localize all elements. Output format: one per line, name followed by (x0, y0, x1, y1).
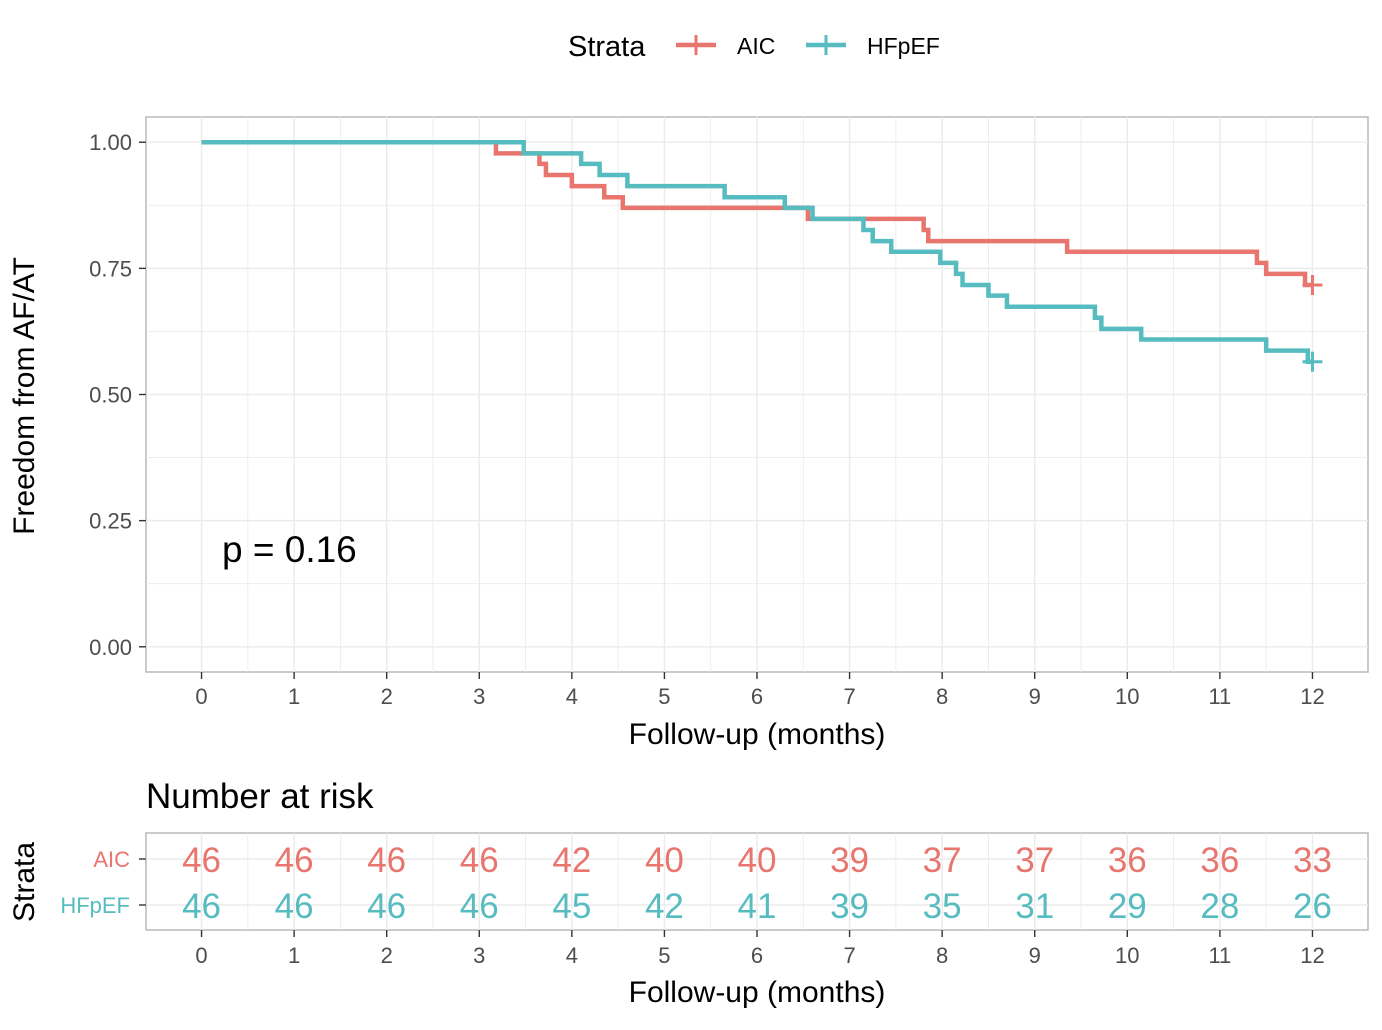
km-y-tick-label: 0.50 (89, 383, 132, 408)
risk-value-aic: 46 (367, 841, 406, 880)
risk-rows: AIC 46 46 46 46 42 40 40 39 37 37 36 36 33 HFpEF 46 46 46… (60, 841, 1332, 926)
km-x-tick-label: 11 (1208, 684, 1231, 709)
legend-items: AIC HFpEF (676, 33, 940, 59)
risk-value-hfpef: 46 (275, 887, 314, 926)
km-x-tick-label: 8 (936, 684, 948, 709)
risk-value-hfpef: 28 (1200, 887, 1239, 926)
risk-x-tick-label: 1 (288, 943, 300, 968)
censor-mark-aic (1302, 275, 1323, 296)
risk-x-tick-label: 2 (381, 943, 393, 968)
risk-x-tick-label: 7 (843, 943, 855, 968)
km-line-hfpef (201, 139, 1313, 364)
km-line-aic (201, 139, 1313, 288)
risk-table: Number at risk AIC 46 46 46 46 42 40 40 39 37 37 36… (8, 777, 1369, 1009)
km-y-axis: 0.00 0.25 0.50 0.75 1.00 (89, 130, 146, 660)
km-x-axis-title: Follow-up (months) (629, 718, 886, 751)
km-x-tick-label: 6 (751, 684, 763, 709)
km-x-tick-label: 4 (566, 684, 578, 709)
km-x-tick-label: 3 (473, 684, 485, 709)
risk-x-tick-label: 10 (1115, 943, 1139, 968)
risk-x-tick-label: 5 (658, 943, 670, 968)
risk-value-aic: 40 (738, 841, 777, 880)
km-plot: 0.000.250.500.751.00 0 1 2 3 4 5 6 7 8 9 10 11 12 p … (8, 116, 1369, 751)
risk-value-aic: 36 (1200, 841, 1239, 880)
legend-title: Strata (568, 31, 646, 63)
risk-value-aic: 36 (1108, 841, 1147, 880)
risk-x-tick-label: 12 (1300, 943, 1324, 968)
risk-x-axis: 0 1 2 3 4 5 6 7 8 9 10 11 12 (195, 930, 1325, 968)
km-x-tick-label: 9 (1029, 684, 1041, 709)
km-y-tick-label: 1.00 (89, 130, 132, 155)
risk-value-aic: 42 (552, 841, 591, 880)
risk-row-label-aic: AIC (93, 847, 130, 872)
km-gridlines (146, 117, 1368, 672)
km-x-tick-label: 0 (195, 684, 207, 709)
risk-value-aic: 40 (645, 841, 684, 880)
risk-gridlines (146, 833, 1368, 930)
p-value-annotation: p = 0.16 (222, 529, 357, 570)
risk-value-aic: 37 (923, 841, 962, 880)
km-x-axis: 0 1 2 3 4 5 6 7 8 9 10 11 12 (195, 672, 1325, 709)
risk-value-hfpef: 45 (552, 887, 591, 926)
risk-value-aic: 37 (1015, 841, 1054, 880)
risk-value-aic: 46 (460, 841, 499, 880)
km-x-tick-label: 7 (843, 684, 855, 709)
km-x-tick-label: 5 (658, 684, 670, 709)
risk-value-hfpef: 46 (367, 887, 406, 926)
risk-x-axis-title: Follow-up (months) (629, 976, 886, 1009)
legend-label-aic: AIC (737, 33, 775, 59)
risk-x-tick-label: 8 (936, 943, 948, 968)
km-x-tick-label: 1 (288, 684, 300, 709)
risk-y-axis-title: Strata (8, 842, 41, 922)
risk-row-label-hfpef: HFpEF (60, 893, 130, 918)
legend: Strata AIC HFpEF (568, 31, 940, 63)
risk-value-aic: 46 (182, 841, 221, 880)
legend-label-hfpef: HFpEF (867, 33, 940, 59)
risk-x-tick-label: 6 (751, 943, 763, 968)
km-y-tick-label: 0.25 (89, 509, 132, 534)
km-y-tick-label: 0.75 (89, 256, 132, 281)
km-y-axis-title: Freedom from AF/AT (8, 257, 41, 535)
risk-value-hfpef: 41 (738, 887, 777, 926)
km-x-tick-label: 10 (1115, 684, 1139, 709)
risk-x-tick-label: 3 (473, 943, 485, 968)
risk-x-tick-label: 0 (195, 943, 207, 968)
risk-table-title: Number at risk (146, 777, 374, 816)
risk-value-hfpef: 31 (1015, 887, 1054, 926)
risk-value-hfpef: 46 (460, 887, 499, 926)
km-y-tick-label: 0.00 (89, 635, 132, 660)
risk-value-hfpef: 39 (830, 887, 869, 926)
risk-value-hfpef: 46 (182, 887, 221, 926)
censor-mark-hfpef (1302, 351, 1323, 372)
risk-value-hfpef: 35 (923, 887, 962, 926)
km-x-tick-label: 12 (1300, 684, 1324, 709)
risk-value-aic: 39 (830, 841, 869, 880)
risk-value-aic: 46 (275, 841, 314, 880)
risk-x-tick-label: 9 (1029, 943, 1041, 968)
risk-value-hfpef: 29 (1108, 887, 1147, 926)
risk-x-tick-label: 11 (1208, 943, 1231, 968)
risk-value-hfpef: 42 (645, 887, 684, 926)
risk-value-hfpef: 26 (1293, 887, 1332, 926)
km-series-lines (201, 139, 1323, 372)
km-x-tick-label: 2 (381, 684, 393, 709)
risk-x-tick-label: 4 (566, 943, 578, 968)
risk-value-aic: 33 (1293, 841, 1332, 880)
